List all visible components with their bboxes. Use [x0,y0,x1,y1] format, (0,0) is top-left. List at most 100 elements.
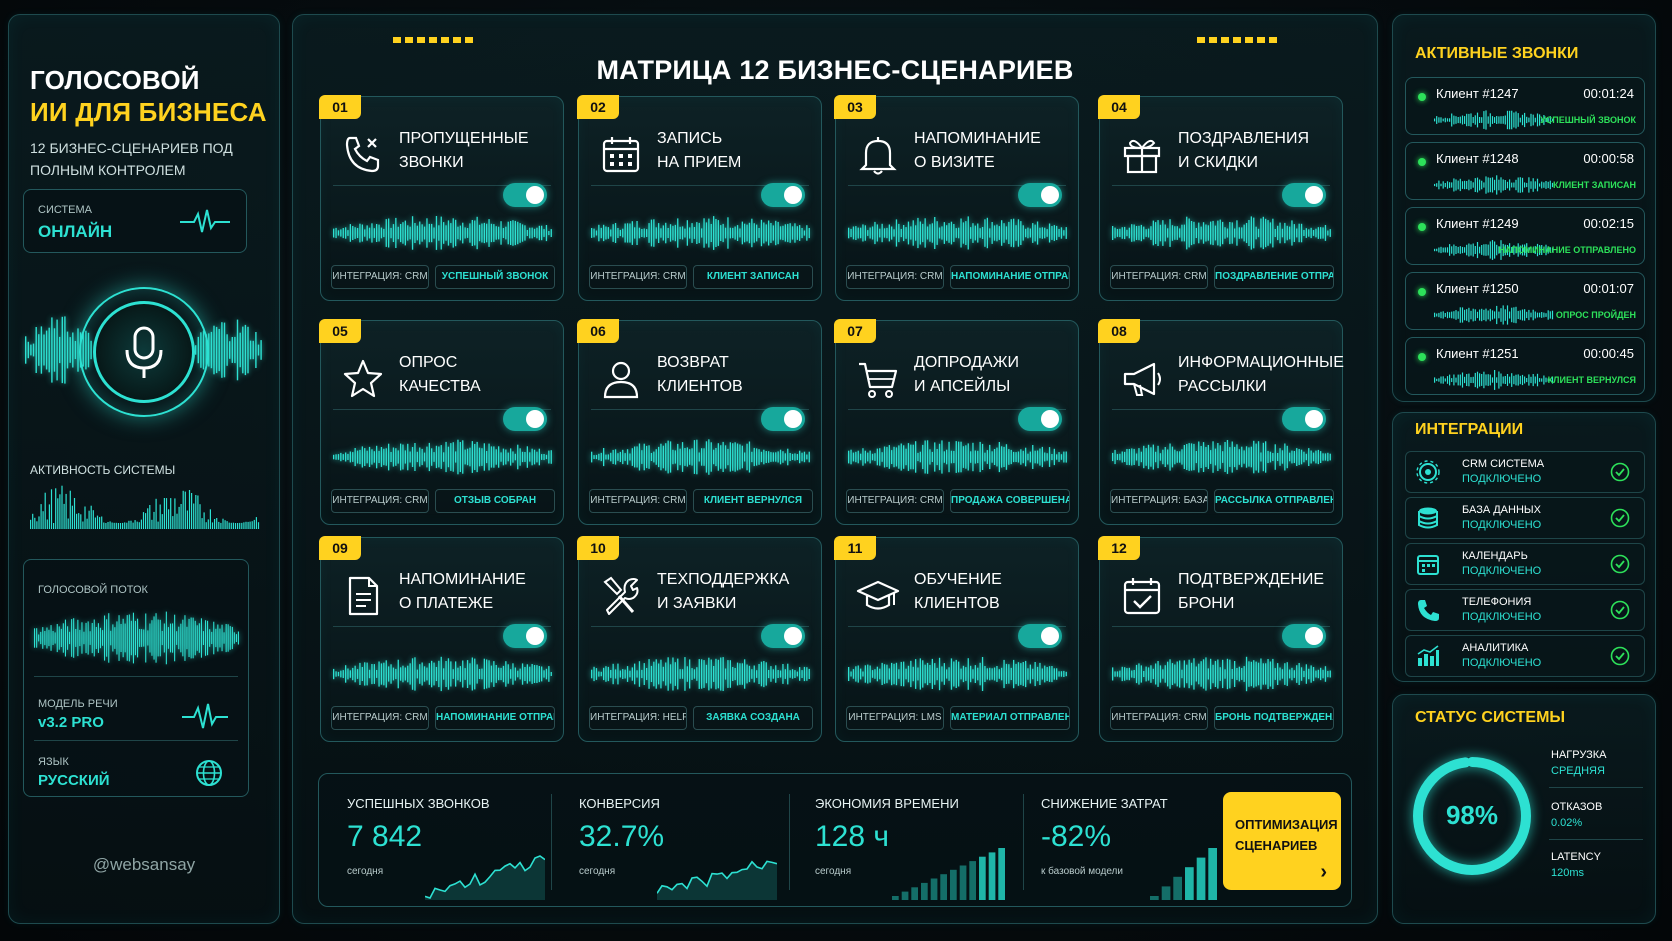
waveform-bar [1549,116,1551,124]
scenario-card[interactable]: 07 ДОПРОДАЖИ И АПСЕЙЛЫ ИНТЕГРАЦИЯ: CRM ПРОДА… [834,319,1079,525]
waveform-bar [629,670,631,678]
scenario-toggle[interactable] [761,624,805,648]
waveform-bar [1126,449,1128,465]
scenario-toggle[interactable] [503,407,547,431]
scenario-toggle[interactable] [1282,407,1326,431]
waveform-bar [1162,220,1164,246]
waveform-bar [860,668,862,680]
activity-bar [195,495,197,529]
result-tag: ЗАЯВКА СОЗДАНА [693,706,813,730]
waveform-bar [958,441,960,473]
waveform-bar [1442,376,1444,384]
microphone-button[interactable] [79,287,209,417]
scenario-card[interactable]: 02 ЗАПИСЬ НА ПРИЕМ ИНТЕГРАЦИЯ: CRM КЛИЕНТ ЗА… [577,95,822,301]
active-call-item[interactable]: Клиент #1248 00:00:58 КЛИЕНТ ЗАПИСАН [1405,142,1645,200]
waveform-bar [967,216,969,250]
scenario-toggle[interactable] [1018,624,1062,648]
scenario-toggle[interactable] [761,183,805,207]
waveform-bar [48,629,50,647]
waveform-bar [64,316,66,384]
active-call-item[interactable]: Клиент #1251 00:00:45 КЛИЕНТ ВЕРНУЛСЯ [1405,337,1645,395]
pulse-icon [182,703,228,729]
active-call-item[interactable]: Клиент #1249 00:02:15 НАПОМИНАНИЕ ОТПРАВЛЕ… [1405,207,1645,265]
waveform-bar [213,621,215,655]
waveform-bar [1312,230,1315,236]
waveform-bar [593,455,595,459]
scenario-card[interactable]: 12 ПОДТВЕРЖДЕНИЕ БРОНИ ИНТЕГРАЦИЯ: CRM БРОНЬ… [1098,536,1343,742]
waveform-bar [891,662,893,686]
scenario-card[interactable]: 09 НАПОМИНАНИЕ О ПЛАТЕЖЕ ИНТЕГРАЦИЯ: CRM НАП… [319,536,564,742]
integration-item[interactable]: БАЗА ДАННЫХ ПОДКЛЮЧЕНО [1405,497,1645,539]
load-value: СРЕДНЯЯ [1551,765,1605,777]
waveform-bar [1150,665,1152,683]
waveform-bar [1056,454,1058,460]
integration-item[interactable]: КАЛЕНДАРЬ ПОДКЛЮЧЕНО [1405,543,1645,585]
waveform-bar [1143,671,1145,677]
scenario-toggle[interactable] [1282,183,1326,207]
integration-item[interactable]: АНАЛИТИКА ПОДКЛЮЧЕНО [1405,635,1645,677]
scenario-card[interactable]: 06 ВОЗВРАТ КЛИЕНТОВ ИНТЕГРАЦИЯ: CRM КЛИЕНТ В… [577,319,822,525]
scenario-card[interactable]: 03 НАПОМИНАНИЕ О ВИЗИТЕ ИНТЕГРАЦИЯ: CRM НАПО… [834,95,1079,301]
waveform-bar [867,664,869,684]
waveform-bar [1169,659,1171,689]
waveform-bar [352,667,354,681]
scenario-toggle[interactable] [503,183,547,207]
waveform-bar [672,225,674,241]
waveform-bar [1511,307,1513,323]
waveform-bar [483,443,485,471]
integration-item[interactable]: CRM СИСТЕМА ПОДКЛЮЧЕНО [1405,451,1645,493]
active-call-item[interactable]: Клиент #1250 00:01:07 ОПРОС ПРОЙДЕН [1405,272,1645,330]
waveform-bar [636,670,638,678]
waveform-bar [864,450,866,464]
optimize-scenarios-button[interactable]: ОПТИМИЗАЦИЯ СЦЕНАРИЕВ › [1223,792,1341,890]
waveform-bar [751,451,753,463]
waveform-bar [1143,226,1145,240]
activity-bar [216,518,218,529]
waveform-bar [340,452,342,462]
language-value: РУССКИЙ [38,772,110,789]
waveform-bar [1041,227,1043,239]
waveform-bar [486,451,488,464]
waveform-bar [354,448,356,467]
waveform-bar [545,668,548,680]
scenario-toggle[interactable] [503,624,547,648]
globe-icon[interactable] [194,758,224,788]
waveform-bar [180,623,182,653]
waveform-bar [746,443,748,471]
waveform-bar [373,451,375,463]
scenario-card[interactable]: 04 ПОЗДРАВЛЕНИЯ И СКИДКИ ИНТЕГРАЦИЯ: CRM ПОЗ… [1098,95,1343,301]
waveform-bar [1541,181,1543,189]
waveform-bar [1224,669,1226,679]
waveform-bar [698,452,700,462]
active-call-item[interactable]: Клиент #1247 00:01:24 УСПЕШНЫЙ ЗВОНОК [1405,77,1645,135]
waveform-bar [717,220,719,246]
waveform-bar [75,629,77,647]
waveform-bar [946,225,948,241]
scenario-toggle[interactable] [761,407,805,431]
waveform-bar [869,227,871,239]
scenario-toggle[interactable] [1018,407,1062,431]
scenario-toggle[interactable] [1282,624,1326,648]
waveform-bar [1298,449,1300,465]
waveform-bar [1231,669,1233,679]
integration-item[interactable]: ТЕЛЕФОНИЯ ПОДКЛЮЧЕНО [1405,589,1645,631]
latency-value: 120ms [1551,867,1585,879]
waveform-bar [1312,667,1315,682]
waveform-bar [409,663,411,685]
scenario-card[interactable]: 11 ОБУЧЕНИЕ КЛИЕНТОВ ИНТЕГРАЦИЯ: LMS МАТЕРИА… [834,536,1079,742]
waveform-bar [247,326,249,374]
waveform-bar [1315,228,1317,238]
scenario-toggle[interactable] [1018,183,1062,207]
scenario-card[interactable]: 05 ОПРОС КАЧЕСТВА ИНТЕГРАЦИЯ: CRM ОТЗЫВ СОБР… [319,319,564,525]
speech-model-label: МОДЕЛЬ РЕЧИ [38,698,118,710]
waveform-bar [1036,221,1039,245]
scenario-card[interactable]: 08 ИНФОРМАЦИОННЫЕ РАССЫЛКИ ИНТЕГРАЦИЯ: БАЗА… [1098,319,1344,525]
scenario-card[interactable]: 01 ПРОПУЩЕННЫЕ ЗВОНКИ ИНТЕГРАЦИЯ: CRM УСПЕШН… [319,95,564,301]
waveform-bar [1010,667,1012,680]
waveform-bar [1519,117,1521,123]
waveform-bar [435,216,438,250]
waveform-bar [1459,246,1461,254]
waveform-bar [215,326,218,374]
waveform-bar [1532,178,1534,192]
